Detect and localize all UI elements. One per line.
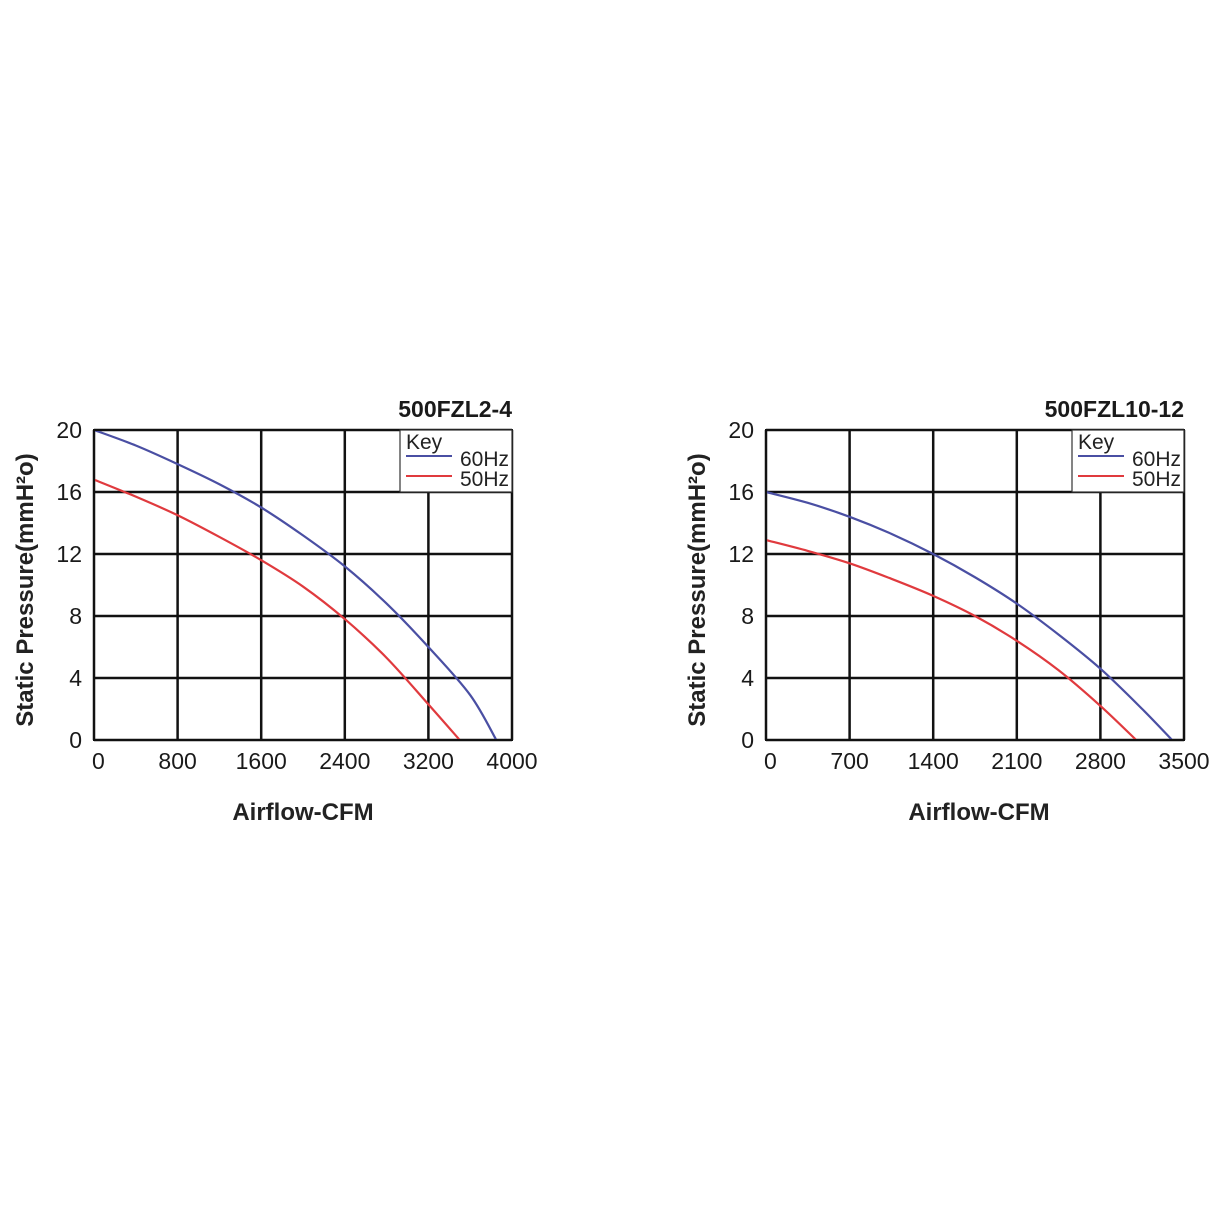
- y-tick-label: 0: [741, 727, 754, 753]
- x-tick-label: 2400: [319, 748, 370, 774]
- plot-frame: [765, 429, 1185, 741]
- x-tick-label: 4000: [486, 748, 537, 774]
- y-tick-label: 8: [69, 603, 82, 629]
- legend-title: Key: [1078, 431, 1115, 454]
- legend-box: [1071, 429, 1185, 493]
- series-line-60hz: [765, 490, 1173, 741]
- y-tick-label: 12: [56, 541, 82, 567]
- x-tick-label: 3200: [403, 748, 454, 774]
- legend-label: 60Hz: [460, 448, 509, 471]
- y-axis-label: Static Pressure(mmH²o): [12, 453, 39, 726]
- chart-title: 500FZL2-4: [398, 396, 512, 422]
- legend-title: Key: [406, 431, 443, 454]
- x-tick-label: 0: [764, 748, 777, 774]
- series-line-50hz: [93, 478, 461, 741]
- legend-label: 50Hz: [1132, 468, 1181, 491]
- y-tick-label: 4: [741, 665, 754, 691]
- x-tick-label: 2800: [1075, 748, 1126, 774]
- legend-label: 60Hz: [1132, 448, 1181, 471]
- y-axis-label: Static Pressure(mmH²o): [684, 453, 711, 726]
- x-tick-label: 1600: [236, 748, 287, 774]
- chart-title: 500FZL10-12: [1045, 396, 1184, 422]
- y-tick-label: 20: [728, 417, 754, 443]
- y-tick-label: 12: [728, 541, 754, 567]
- y-tick-label: 8: [741, 603, 754, 629]
- x-tick-label: 3500: [1158, 748, 1209, 774]
- y-tick-label: 16: [56, 479, 82, 505]
- y-tick-label: 4: [69, 665, 82, 691]
- x-tick-label: 1400: [908, 748, 959, 774]
- x-tick-label: 700: [830, 748, 868, 774]
- x-axis-label: Airflow-CFM: [232, 799, 373, 826]
- y-tick-label: 20: [56, 417, 82, 443]
- series-line-60hz: [93, 428, 498, 741]
- y-tick-label: 0: [69, 727, 82, 753]
- x-tick-label: 800: [158, 748, 196, 774]
- legend-label: 50Hz: [460, 468, 509, 491]
- y-tick-label: 16: [728, 479, 754, 505]
- chart-1: 0 800 1600 2400 3200 4000 0 4 8 12 16 20 Key 60Hz50Hz…: [12, 396, 538, 826]
- series-line-50hz: [765, 538, 1137, 741]
- plot-frame: [93, 429, 513, 741]
- chart-2: 0 700 1400 2100 2800 3500 0 4 8 12 16 20 Key 60Hz50Hz…: [684, 396, 1210, 826]
- legend-box: [399, 429, 513, 493]
- x-tick-label: 0: [92, 748, 105, 774]
- x-tick-label: 2100: [991, 748, 1042, 774]
- x-axis-label: Airflow-CFM: [908, 799, 1049, 826]
